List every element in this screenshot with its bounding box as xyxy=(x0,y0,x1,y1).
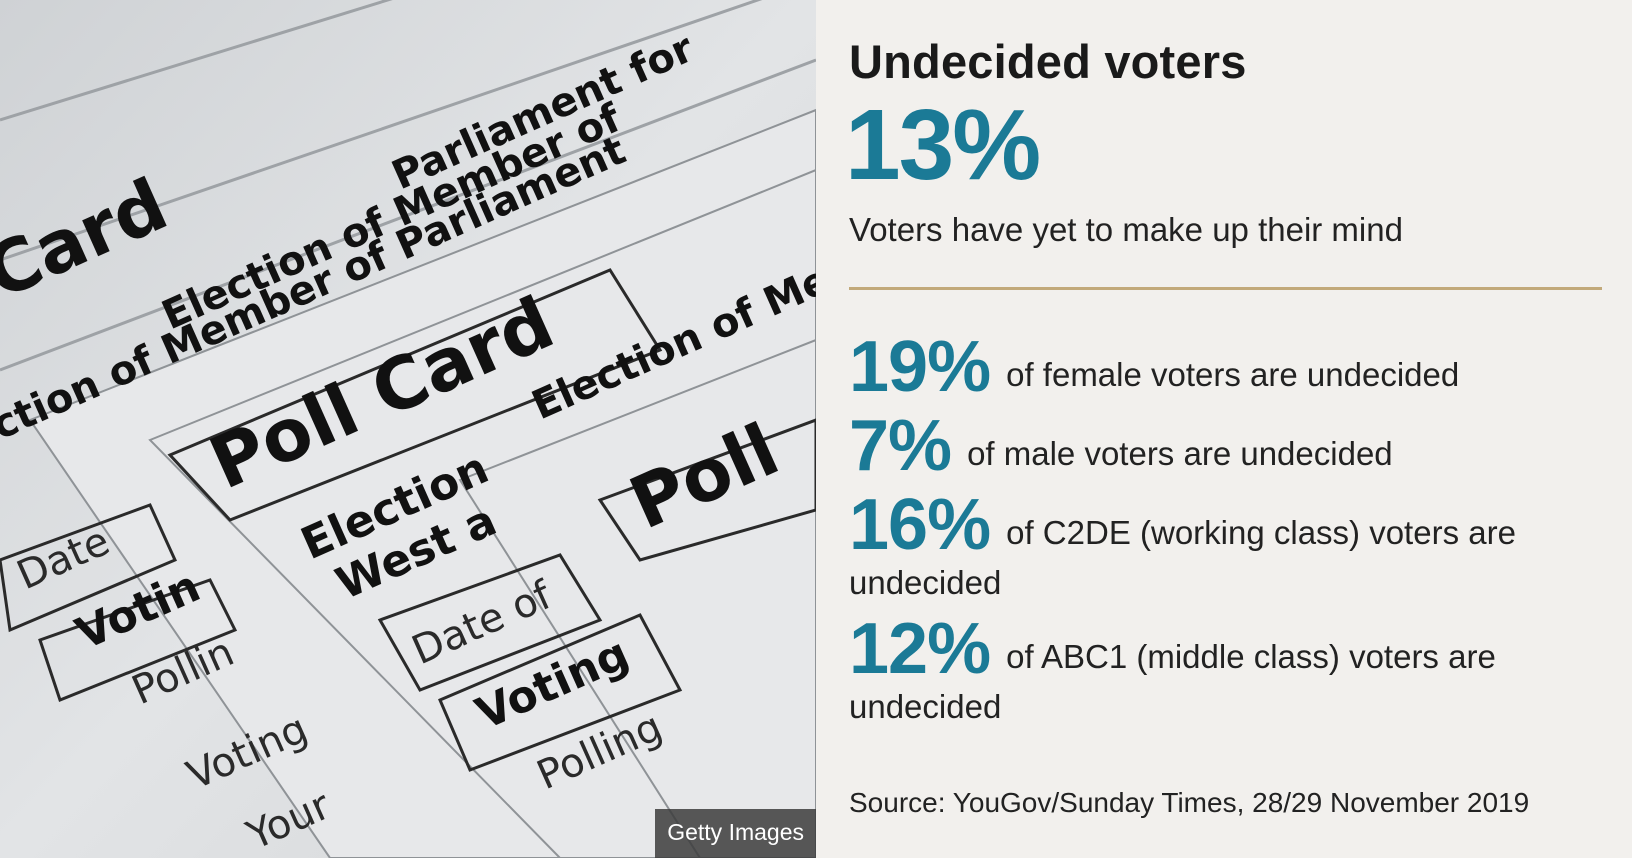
stat-text: of C2DE (working class) voters are undec… xyxy=(849,514,1516,601)
stat-text: of ABC1 (middle class) voters are undeci… xyxy=(849,638,1496,725)
stat-text: of female voters are undecided xyxy=(1006,356,1460,393)
stat-pct: 16% xyxy=(849,485,991,565)
image-credit: Getty Images xyxy=(655,809,816,858)
stat-row-abc1: 12% of ABC1 (middle class) voters are und… xyxy=(849,613,1569,732)
stat-row-c2de: 16% of C2DE (working class) voters are un… xyxy=(849,489,1569,608)
panel-title: Undecided voters xyxy=(849,35,1247,88)
headline-text: Voters have yet to make up their mind xyxy=(849,211,1403,248)
stat-text: of male voters are undecided xyxy=(967,435,1393,472)
stat-row-female: 19% of female voters are undecided xyxy=(849,331,1569,403)
poll-card-photo: Poll Card Card Election West a Voting Vo… xyxy=(0,0,816,858)
stat-pct: 12% xyxy=(849,609,991,689)
stats-panel: Undecided voters 13% Voters have yet to … xyxy=(845,0,1602,858)
headline-stat: 13% xyxy=(845,89,1041,201)
poll-card-illustration: Poll Card Card Election West a Voting Vo… xyxy=(0,0,816,858)
divider xyxy=(849,287,1602,290)
source-note: Source: YouGov/Sunday Times, 28/29 Novem… xyxy=(849,787,1530,818)
stat-pct: 19% xyxy=(849,327,991,407)
stat-pct: 7% xyxy=(849,406,952,486)
stat-row-male: 7% of male voters are undecided xyxy=(849,410,1569,482)
